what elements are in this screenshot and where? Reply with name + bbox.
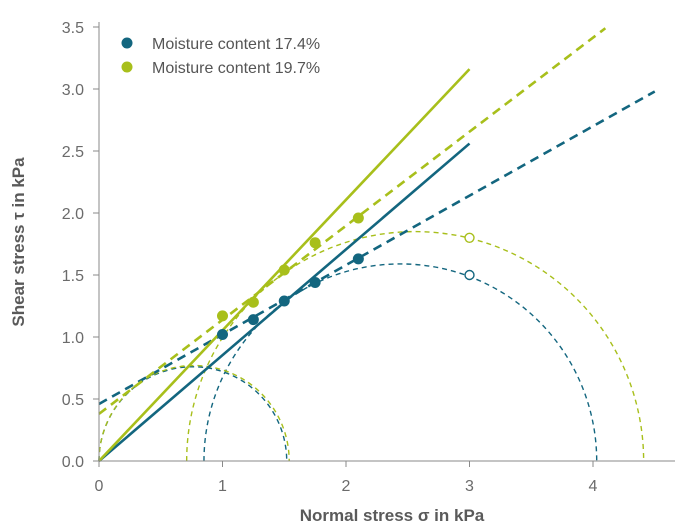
mohr-circles-layer [98,230,645,462]
legend-label: Moisture content 19.7% [152,60,320,77]
axes-layer [98,22,675,466]
data-point [278,295,290,307]
envelope-lines-layer [98,27,656,462]
y-tick-label: 2.0 [62,206,84,223]
data-point [247,296,259,308]
data-point [352,253,364,265]
dashed-envelope-line [98,90,656,406]
legend-marker [121,61,133,73]
data-point [247,314,259,326]
open-data-point [464,269,475,281]
y-tick-label: 1.0 [62,330,84,347]
y-tick-label: 3.5 [62,20,84,37]
legend-marker [121,37,133,49]
data-point [352,212,364,224]
x-tick-label: 0 [95,478,104,495]
x-axis-title: Normal stress σ in kPa [300,506,485,525]
mohr-circle [203,263,598,462]
open-data-point [464,232,475,244]
x-tick-label: 1 [218,478,227,495]
legend-label: Moisture content 17.4% [152,36,320,53]
data-points-layer [217,212,475,341]
mohr-circle [98,366,288,462]
y-tick-label: 0.5 [62,392,84,409]
data-point [217,310,228,322]
data-point [309,237,321,249]
mohr-circle [98,364,290,462]
data-point [217,329,228,341]
mohr-circle [185,230,645,462]
y-tick-label: 2.5 [62,144,84,161]
x-tick-label: 2 [342,478,351,495]
x-tick-label: 3 [465,478,474,495]
y-tick-label: 1.5 [62,268,84,285]
data-point [309,276,321,288]
y-axis-title: Shear stress τ in kPa [9,157,28,327]
y-tick-label: 0.0 [62,454,84,471]
x-tick-label: 4 [589,478,598,495]
y-tick-label: 3.0 [62,82,84,99]
data-point [278,264,290,276]
dashed-envelope-line [98,27,607,415]
ticks-layer: 0 1 2 3 4 0.0 0.5 1.0 1.5 2.0 2.5 3.0 3.5 [62,20,598,495]
legend: Moisture content 17.4% Moisture content 1… [121,36,320,77]
